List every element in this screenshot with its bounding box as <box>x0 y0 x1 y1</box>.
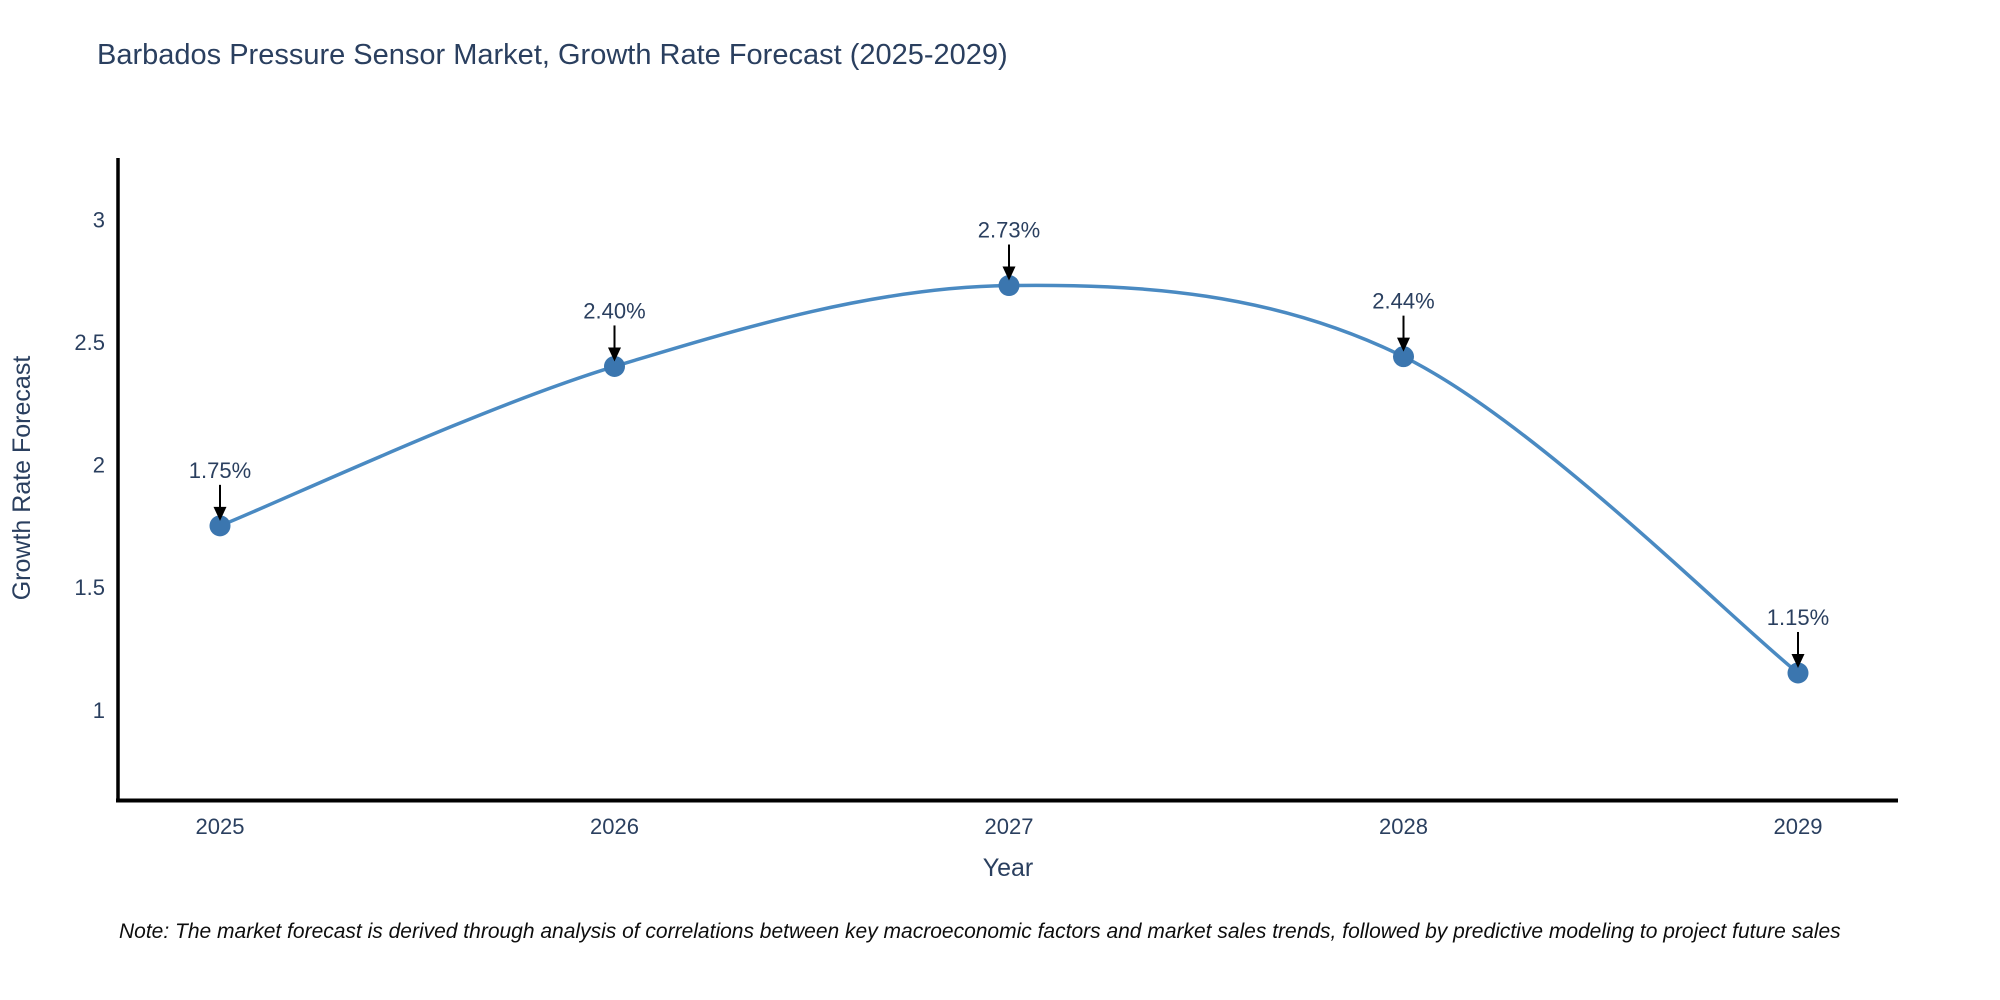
chart-title: Barbados Pressure Sensor Market, Growth … <box>97 39 1008 71</box>
annotation-arrow-head <box>608 347 621 362</box>
y-tick-1: 1 <box>93 698 105 723</box>
y-tick-2: 2 <box>93 453 105 478</box>
y-tick-1.5: 1.5 <box>74 575 105 600</box>
annotation-arrow-head <box>1002 266 1016 281</box>
point-label-2026: 2.40% <box>583 298 645 323</box>
point-label-2027: 2.73% <box>978 218 1040 243</box>
point-annotations: 1.75% 2.40% 2.73% 2.44% 1.15% <box>189 218 1829 668</box>
annotation-arrow-head <box>213 506 227 521</box>
data-point-2028[interactable] <box>1393 346 1414 368</box>
data-point-2025[interactable] <box>209 515 231 537</box>
y-tick-2.5: 2.5 <box>74 330 105 355</box>
x-tick-2029: 2029 <box>1774 814 1823 839</box>
point-label-2025: 1.75% <box>189 458 251 483</box>
x-tick-2025: 2025 <box>196 814 245 839</box>
x-tick-2026: 2026 <box>590 814 639 839</box>
point-label-2028: 2.44% <box>1372 289 1434 314</box>
data-point-2027[interactable] <box>998 275 1020 297</box>
axes <box>116 158 1898 803</box>
tick-labels: 1 1.5 2 2.5 3 2025 2026 2027 2028 2029 <box>74 207 1822 839</box>
x-tick-2028: 2028 <box>1379 814 1428 839</box>
y-axis-title: Growth Rate Forecast <box>8 356 36 601</box>
x-tick-2027: 2027 <box>985 814 1034 839</box>
point-label-2029: 1.15% <box>1767 605 1829 630</box>
x-axis-title: Year <box>983 854 1034 882</box>
forecast-line <box>219 283 1800 675</box>
line-series <box>209 275 1809 684</box>
y-tick-3: 3 <box>93 207 105 232</box>
data-point-2029[interactable] <box>1787 662 1809 684</box>
annotation-arrow-head <box>1397 337 1410 352</box>
footnote: Note: The market forecast is derived thr… <box>119 920 1841 943</box>
annotation-arrow-head <box>1791 653 1805 668</box>
data-point-2026[interactable] <box>604 355 625 377</box>
